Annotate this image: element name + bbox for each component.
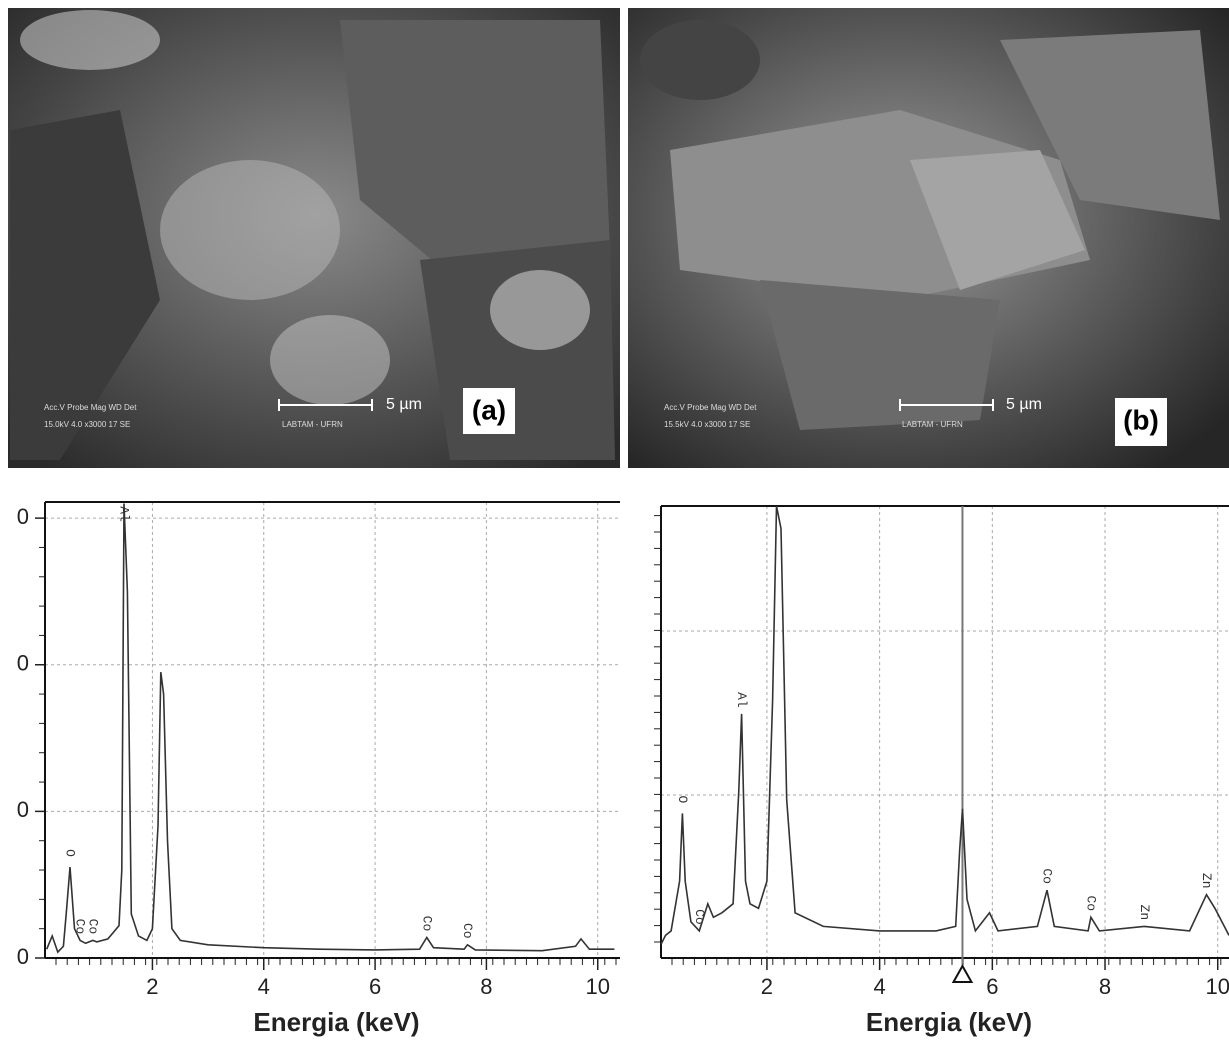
x-tick-label: 4 — [258, 974, 270, 999]
x-tick-label: 6 — [986, 974, 998, 999]
peak-label: Co — [692, 909, 707, 925]
peak-label: Al — [117, 506, 132, 522]
x-tick-label: 2 — [146, 974, 158, 999]
x-tick-label: 4 — [874, 974, 886, 999]
sem-meta: LABTAM - UFRN — [902, 420, 963, 429]
peak-label: Al — [734, 692, 749, 708]
peak-label: Co — [85, 919, 100, 935]
sem-meta: LABTAM - UFRN — [282, 420, 343, 429]
cursor-marker — [951, 963, 974, 983]
panel-label: (a) — [472, 394, 506, 425]
x-tick-label: 10 — [585, 974, 609, 999]
y-tick-label: 0 — [17, 651, 29, 676]
scale-label: 5 µm — [386, 396, 422, 413]
x-tick-label: 8 — [1099, 974, 1111, 999]
spectrum-line — [660, 505, 1229, 945]
y-tick-label: 0 — [17, 944, 29, 969]
peak-label: Co — [73, 919, 88, 935]
x-tick-label: 10 — [1205, 974, 1229, 999]
peak-label: Zn — [1199, 873, 1214, 889]
peak-label: Co — [460, 923, 475, 939]
spectrum-line — [45, 503, 615, 954]
peak-label: O — [63, 849, 78, 857]
peak-label: Co — [1040, 868, 1055, 884]
x-axis-label: Energia (keV) — [866, 1007, 1032, 1037]
scale-label: 5 µm — [1006, 396, 1042, 413]
peak-label: O — [675, 795, 690, 803]
sem-meta: Acc.V Probe Mag WD Det — [44, 403, 137, 412]
peak-label: Co — [1084, 896, 1099, 912]
sem-image-a — [8, 8, 620, 468]
peak-label: Zn — [1137, 905, 1152, 921]
x-tick-label: 8 — [480, 974, 492, 999]
y-tick-label: 0 — [17, 797, 29, 822]
peak-label: Co — [419, 916, 434, 932]
panel-label: (b) — [1123, 404, 1159, 435]
sem-meta: 15.0kV 4.0 x3000 17 SE — [44, 420, 130, 429]
x-tick-label: 2 — [761, 974, 773, 999]
y-tick-label: 0 — [17, 504, 29, 529]
x-tick-label: 6 — [369, 974, 381, 999]
sem-meta: 15.5kV 4.0 x3000 17 SE — [664, 420, 750, 429]
sem-image-b — [628, 8, 1229, 468]
x-axis-label: Energia (keV) — [253, 1007, 419, 1037]
sem-meta: Acc.V Probe Mag WD Det — [664, 403, 757, 412]
